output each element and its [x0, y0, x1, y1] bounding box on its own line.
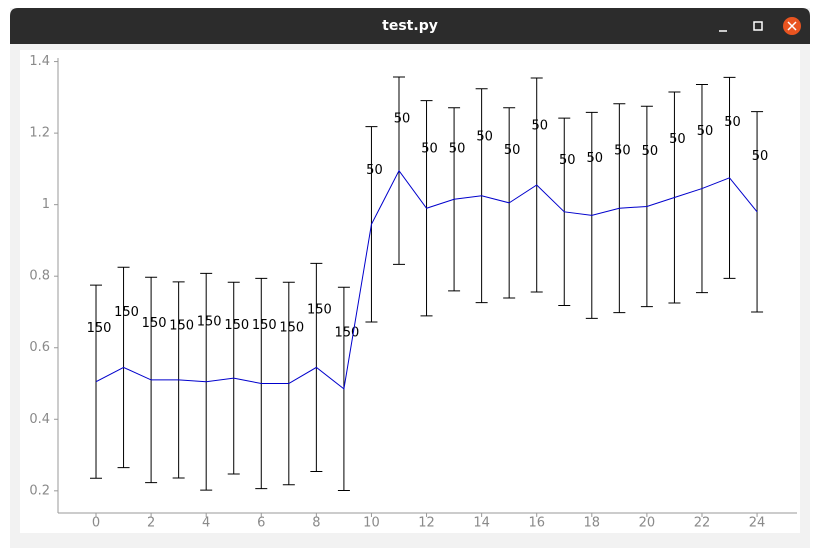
count-label: 50 — [504, 143, 521, 158]
count-label: 50 — [531, 119, 548, 134]
x-tick-label: 22 — [694, 516, 711, 531]
count-label: 50 — [449, 141, 466, 156]
x-tick-label: 20 — [639, 516, 656, 531]
close-icon — [787, 21, 797, 31]
count-label: 150 — [334, 326, 359, 341]
count-label: 50 — [394, 112, 411, 127]
x-tick-label: 8 — [312, 516, 320, 531]
count-label: 50 — [421, 142, 438, 157]
x-tick-label: 4 — [202, 516, 210, 531]
count-label: 150 — [307, 303, 332, 318]
count-label: 50 — [724, 115, 741, 130]
title-bar — [10, 8, 810, 44]
x-tick-label: 16 — [528, 516, 545, 531]
count-label: 150 — [142, 316, 167, 331]
x-tick-label: 24 — [749, 516, 766, 531]
count-label: 50 — [476, 129, 493, 144]
count-label: 50 — [752, 149, 769, 164]
count-label: 150 — [197, 315, 222, 330]
window-title: test.py — [382, 18, 438, 34]
count-label: 50 — [366, 163, 383, 178]
x-tick-label: 6 — [257, 516, 265, 531]
y-tick-label: 0.4 — [29, 412, 50, 427]
y-tick-label: 1.2 — [29, 126, 50, 141]
x-tick-label: 12 — [418, 516, 435, 531]
x-tick-label: 0 — [92, 516, 100, 531]
y-tick-label: 0.6 — [29, 340, 50, 355]
count-label: 150 — [169, 319, 194, 334]
close-button[interactable] — [783, 17, 801, 35]
x-tick-label: 10 — [363, 516, 380, 531]
error-bar — [751, 111, 764, 313]
mean-line — [95, 169, 758, 390]
count-label: 50 — [669, 132, 686, 147]
y-tick-label: 1.4 — [29, 54, 50, 69]
count-label: 150 — [252, 318, 277, 333]
count-label: 50 — [559, 153, 576, 168]
y-tick-label: 0.8 — [29, 269, 50, 284]
count-label: 150 — [114, 305, 139, 320]
maximize-button[interactable] — [753, 21, 763, 31]
count-label: 150 — [279, 320, 304, 335]
count-label: 50 — [642, 144, 659, 159]
count-label: 50 — [614, 143, 631, 158]
x-tick-label: 2 — [147, 516, 155, 531]
count-label: 50 — [697, 124, 714, 139]
plot-background — [20, 50, 800, 533]
count-label: 150 — [87, 321, 112, 336]
y-tick-label: 1 — [42, 197, 50, 212]
error-bar — [90, 284, 103, 479]
x-tick-label: 18 — [584, 516, 601, 531]
count-label: 150 — [224, 318, 249, 333]
x-tick-label: 14 — [473, 516, 490, 531]
y-tick-label: 0.2 — [29, 483, 50, 498]
count-label: 50 — [587, 151, 604, 166]
